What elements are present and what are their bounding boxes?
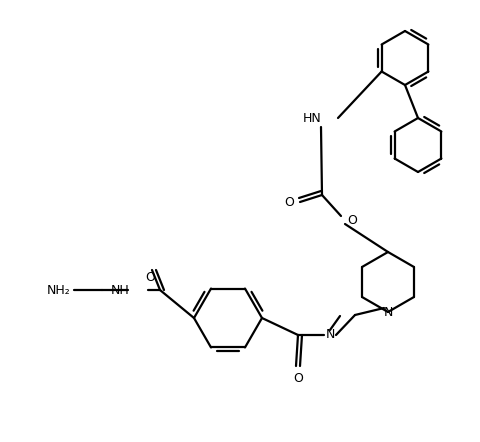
Text: HN: HN bbox=[303, 111, 322, 125]
Text: NH: NH bbox=[111, 283, 130, 297]
Text: O: O bbox=[347, 213, 357, 226]
Text: O: O bbox=[293, 372, 303, 385]
Text: NH₂: NH₂ bbox=[46, 283, 70, 297]
Text: N: N bbox=[325, 328, 335, 342]
Text: O: O bbox=[284, 195, 294, 209]
Text: N: N bbox=[384, 305, 393, 319]
Text: O: O bbox=[145, 271, 155, 284]
